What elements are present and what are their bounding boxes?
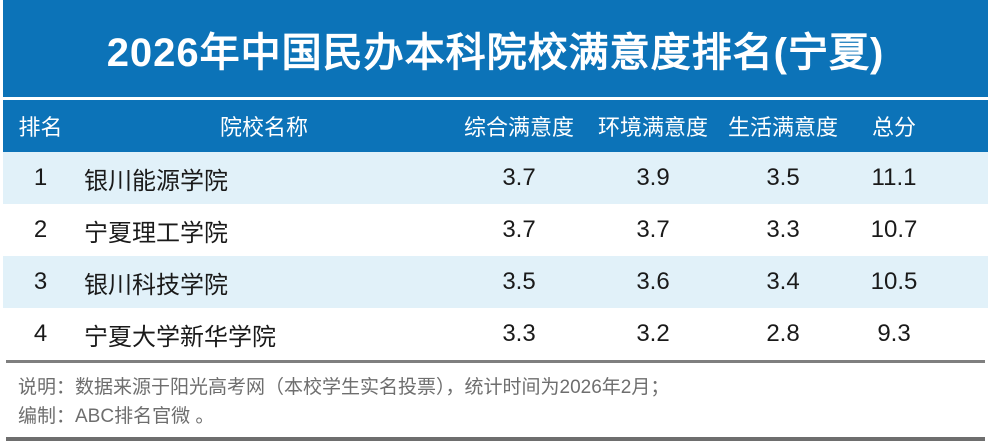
environment-score: 3.6: [636, 268, 670, 295]
total-score: 9.3: [877, 320, 911, 347]
comprehensive-score: 3.7: [502, 216, 536, 243]
school-name: 银川科技学院: [84, 271, 228, 299]
column-header-life: 生活满意度: [727, 115, 838, 140]
column-header-rank: 排名: [18, 115, 63, 140]
column-header-school-name: 院校名称: [219, 115, 308, 140]
title-divider: [0, 97, 991, 100]
rank-value: 3: [33, 268, 48, 295]
life-score: 3.5: [766, 164, 800, 191]
life-score: 2.8: [766, 320, 800, 347]
rank-value: 4: [33, 320, 48, 347]
ranking-table: 排名 院校名称 综合满意度 环境满意度 生活满意度 总分 1 银川能源学院 3.…: [0, 100, 991, 360]
comprehensive-score: 3.7: [502, 164, 536, 191]
column-header-comprehensive: 综合满意度: [463, 115, 574, 140]
table-row: 2 宁夏理工学院 3.7 3.7 3.3 10.7: [3, 204, 988, 256]
footer-notes: 说明：数据来源于阳光高考网（本校学生实名投票），统计时间为2026年2月； 编制…: [6, 360, 985, 441]
school-name: 宁夏理工学院: [84, 219, 228, 247]
footer-note-source: 说明：数据来源于阳光高考网（本校学生实名投票），统计时间为2026年2月；: [18, 377, 670, 398]
table-row: 1 银川能源学院 3.7 3.9 3.5 11.1: [3, 152, 988, 204]
school-name: 银川能源学院: [84, 167, 228, 195]
life-score: 3.4: [766, 268, 800, 295]
column-header-total: 总分: [871, 115, 916, 140]
footer-note-compiler: 编制：ABC排名官微 。: [18, 406, 215, 427]
table-row: 4 宁夏大学新华学院 3.3 3.2 2.8 9.3: [3, 308, 988, 360]
environment-score: 3.9: [636, 164, 670, 191]
page-title: 2026年中国民办本科院校满意度排名(宁夏): [106, 30, 885, 75]
comprehensive-score: 3.3: [502, 320, 536, 347]
life-score: 3.3: [766, 216, 800, 243]
environment-score: 3.7: [636, 216, 670, 243]
title-band: 2026年中国民办本科院校满意度排名(宁夏): [3, 0, 988, 97]
rank-value: 1: [33, 164, 48, 191]
environment-score: 3.2: [636, 320, 670, 347]
table-row: 3 银川科技学院 3.5 3.6 3.4 10.5: [3, 256, 988, 308]
school-name: 宁夏大学新华学院: [84, 323, 276, 351]
comprehensive-score: 3.5: [502, 268, 536, 295]
total-score: 10.5: [870, 268, 918, 295]
table-header-row: 排名 院校名称 综合满意度 环境满意度 生活满意度 总分: [3, 100, 988, 152]
total-score: 11.1: [871, 164, 917, 191]
rank-value: 2: [33, 216, 48, 243]
total-score: 10.7: [870, 216, 918, 243]
column-header-environment: 环境满意度: [597, 115, 708, 140]
